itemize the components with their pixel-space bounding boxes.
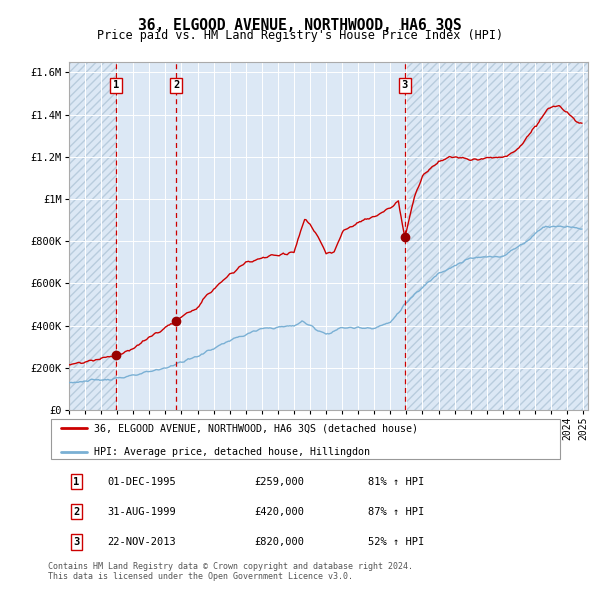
Text: 52% ↑ HPI: 52% ↑ HPI bbox=[368, 537, 424, 547]
Text: Contains HM Land Registry data © Crown copyright and database right 2024.
This d: Contains HM Land Registry data © Crown c… bbox=[48, 562, 413, 581]
Text: 31-AUG-1999: 31-AUG-1999 bbox=[107, 507, 176, 517]
Text: 2: 2 bbox=[173, 80, 179, 90]
Text: 81% ↑ HPI: 81% ↑ HPI bbox=[368, 477, 424, 487]
Text: 22-NOV-2013: 22-NOV-2013 bbox=[107, 537, 176, 547]
Bar bbox=[69, 62, 116, 410]
Text: 87% ↑ HPI: 87% ↑ HPI bbox=[368, 507, 424, 517]
Text: 01-DEC-1995: 01-DEC-1995 bbox=[107, 477, 176, 487]
Text: 1: 1 bbox=[113, 80, 119, 90]
Text: 1: 1 bbox=[73, 477, 80, 487]
Text: £420,000: £420,000 bbox=[254, 507, 304, 517]
FancyBboxPatch shape bbox=[50, 419, 560, 459]
Text: 36, ELGOOD AVENUE, NORTHWOOD, HA6 3QS: 36, ELGOOD AVENUE, NORTHWOOD, HA6 3QS bbox=[138, 18, 462, 32]
Text: HPI: Average price, detached house, Hillingdon: HPI: Average price, detached house, Hill… bbox=[94, 447, 370, 457]
Text: 2: 2 bbox=[73, 507, 80, 517]
Text: £259,000: £259,000 bbox=[254, 477, 304, 487]
Text: Price paid vs. HM Land Registry's House Price Index (HPI): Price paid vs. HM Land Registry's House … bbox=[97, 30, 503, 42]
Text: £820,000: £820,000 bbox=[254, 537, 304, 547]
Text: 36, ELGOOD AVENUE, NORTHWOOD, HA6 3QS (detached house): 36, ELGOOD AVENUE, NORTHWOOD, HA6 3QS (d… bbox=[94, 423, 418, 433]
Bar bbox=[405, 62, 588, 410]
Text: 3: 3 bbox=[73, 537, 80, 547]
Text: 3: 3 bbox=[401, 80, 408, 90]
